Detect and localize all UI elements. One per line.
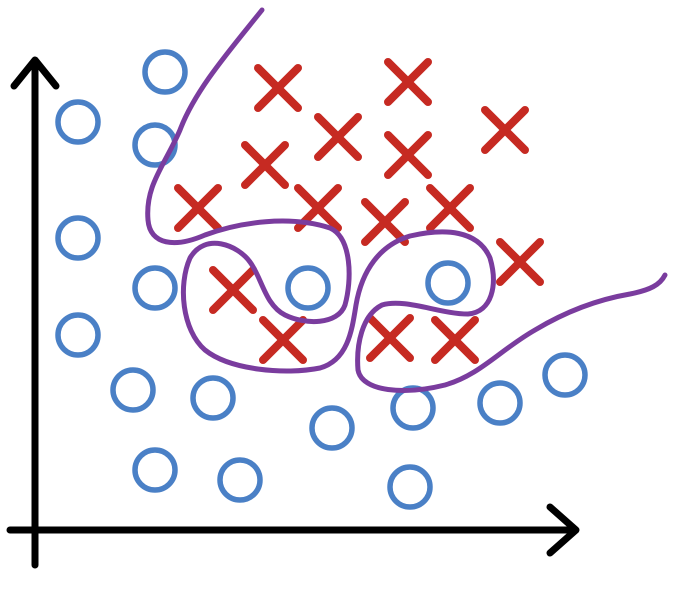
x-axis-arrow (546, 503, 580, 557)
cross (259, 316, 307, 364)
cross (174, 184, 222, 232)
cross (241, 141, 289, 189)
circle (132, 447, 178, 493)
cross (384, 131, 432, 179)
circle (55, 99, 101, 145)
cross (481, 106, 529, 154)
axes (6, 56, 580, 569)
cross (361, 198, 409, 246)
cross (496, 238, 544, 286)
circle (132, 265, 178, 311)
circle (390, 385, 436, 431)
cross (254, 64, 302, 112)
circle (425, 260, 471, 306)
circle (55, 215, 101, 261)
circle (132, 122, 178, 168)
y-axis-arrow (10, 56, 60, 90)
cross (314, 113, 362, 161)
cross (426, 184, 474, 232)
circles (55, 49, 588, 510)
decision-boundary (145, 7, 668, 393)
circle (309, 405, 355, 451)
circle (142, 49, 188, 95)
circle (285, 265, 331, 311)
circle (110, 367, 156, 413)
circle (387, 464, 433, 510)
circle (477, 380, 523, 426)
cross (209, 266, 257, 314)
circle (542, 352, 588, 398)
cross (431, 316, 479, 364)
circle (190, 375, 236, 421)
circle (217, 457, 263, 503)
cross (366, 314, 414, 362)
crosses (174, 58, 544, 364)
cross (384, 58, 432, 106)
circle (55, 312, 101, 358)
